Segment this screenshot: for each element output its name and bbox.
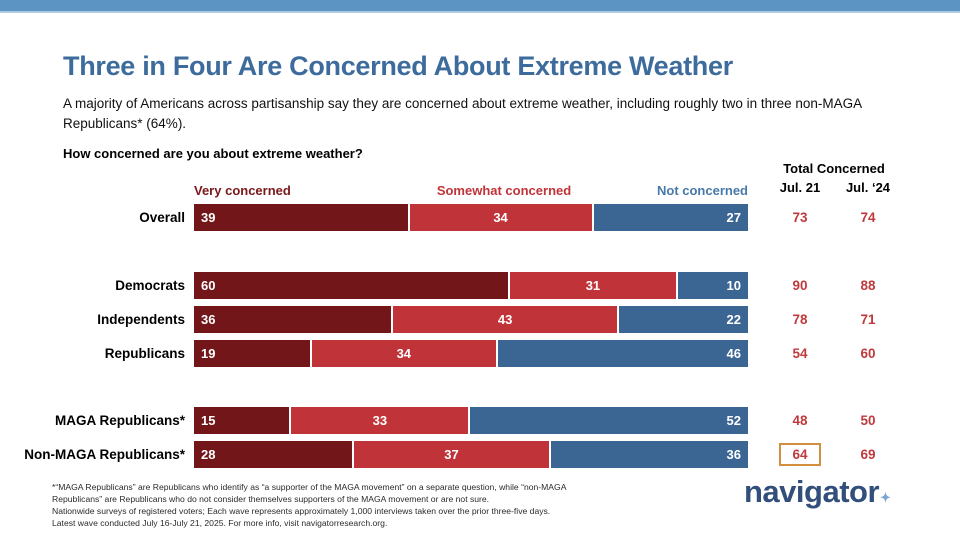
bar-segment-very-concerned: 19: [194, 340, 310, 367]
bar-segment-very-concerned: 36: [194, 306, 392, 333]
bar-segment-somewhat-concerned: 43: [393, 306, 618, 333]
total-value: 74: [860, 210, 876, 225]
total-value: 90: [792, 278, 808, 293]
bar-segment-not-concerned: 27: [593, 204, 748, 231]
bar-segment-somewhat-concerned: 33: [291, 407, 469, 434]
page-title: Three in Four Are Concerned About Extrem…: [63, 51, 733, 81]
bar-segment-not-concerned: 46: [497, 340, 748, 367]
legend-very-concerned: Very concerned: [194, 183, 291, 198]
logo-star-icon: ✦: [880, 490, 891, 505]
bar-segment-not-concerned: 10: [677, 272, 748, 299]
legend-not-concerned: Not concerned: [656, 183, 748, 198]
footnote-line: *“MAGA Republicans” are Republicans who …: [52, 482, 567, 492]
top-accent-bar: [0, 0, 960, 13]
footnote-line: Nationwide surveys of registered voters;…: [52, 506, 551, 517]
totals-header: Total Concerned: [783, 161, 885, 176]
stacked-bar: 36 43 22: [194, 306, 748, 333]
bar-chart: Overall 39 34 27 73 74 Democrats 60 31 10 90 88 Inde…: [0, 204, 960, 468]
bar-row-democrats: Democrats 60 31 10 90 88: [0, 272, 960, 299]
total-value: 48: [792, 413, 808, 428]
total-value: 69: [860, 447, 876, 462]
bar-segment-somewhat-concerned: 34: [409, 204, 592, 231]
total-value: 88: [860, 278, 876, 293]
legend-somewhat-concerned: Somewhat concerned: [436, 183, 572, 198]
bar-segment-somewhat-concerned: 37: [354, 441, 549, 468]
totals-column-jul21: Jul. 21: [779, 180, 821, 195]
bar-row-republicans: Republicans 19 34 46 54 60: [0, 340, 960, 367]
highlighted-total-value: 64: [779, 443, 821, 466]
bar-segment-somewhat-concerned: 31: [510, 272, 676, 299]
row-label: MAGA Republicans*: [54, 413, 185, 428]
bar-row-independents: Independents 36 43 22 78 71: [0, 306, 960, 333]
row-label: Non-MAGA Republicans*: [24, 447, 185, 462]
total-value: 50: [860, 413, 876, 428]
total-jul24: 69: [834, 447, 902, 462]
survey-question: How concerned are you about extreme weat…: [63, 146, 363, 161]
row-label: Democrats: [115, 278, 185, 293]
bar-row-maga-republicans: MAGA Republicans* 15 33 52 48 50: [0, 407, 960, 434]
total-jul21: 90: [766, 278, 834, 293]
footnote: *“MAGA Republicans” are Republicans who …: [52, 481, 566, 529]
bar-segment-not-concerned: 22: [619, 306, 748, 333]
totals-column-jul24: Jul. ‘24: [845, 180, 891, 195]
bar-segment-not-concerned: 52: [470, 407, 749, 434]
footnote-line: Latest wave conducted July 16-July 21, 2…: [52, 518, 388, 529]
footnote-line: Republicans” are Republicans who do not …: [52, 494, 490, 505]
row-label: Overall: [139, 210, 185, 225]
totals-column-labels: Jul. 21 Jul. ‘24: [766, 180, 902, 195]
total-jul24: 88: [834, 278, 902, 293]
total-value: 54: [792, 346, 808, 361]
total-jul24: 71: [834, 312, 902, 327]
bar-segment-very-concerned: 28: [194, 441, 353, 468]
total-jul21: 73: [766, 210, 834, 225]
navigator-logo: navigator✦: [744, 474, 891, 510]
logo-text: navigator: [744, 474, 880, 509]
total-value: 78: [792, 312, 808, 327]
stacked-bar: 15 33 52: [194, 407, 749, 434]
total-jul21: 64: [766, 443, 834, 466]
subtitle: A majority of Americans across partisans…: [63, 96, 862, 131]
total-jul21: 48: [766, 413, 834, 428]
bar-row-non-maga-republicans: Non-MAGA Republicans* 28 37 36 64 69: [0, 441, 960, 468]
total-value: 60: [860, 346, 876, 361]
bar-segment-somewhat-concerned: 34: [312, 340, 496, 367]
total-jul21: 54: [766, 346, 834, 361]
legend: Very concerned Somewhat concerned Not conc…: [194, 183, 748, 199]
stacked-bar: 60 31 10: [194, 272, 748, 299]
bar-segment-very-concerned: 39: [194, 204, 408, 231]
total-jul24: 74: [834, 210, 902, 225]
stacked-bar: 39 34 27: [194, 204, 748, 231]
total-jul24: 60: [834, 346, 902, 361]
stacked-bar: 19 34 46: [194, 340, 748, 367]
total-value: 71: [860, 312, 876, 327]
bar-segment-very-concerned: 60: [194, 272, 509, 299]
row-label: Independents: [97, 312, 185, 327]
row-label: Republicans: [104, 346, 185, 361]
total-jul21: 78: [766, 312, 834, 327]
stacked-bar: 28 37 36: [194, 441, 748, 468]
bar-segment-very-concerned: 15: [194, 407, 290, 434]
bar-row-overall: Overall 39 34 27 73 74: [0, 204, 960, 231]
total-jul24: 50: [834, 413, 902, 428]
total-value: 73: [792, 210, 808, 225]
bar-segment-not-concerned: 36: [550, 441, 748, 468]
